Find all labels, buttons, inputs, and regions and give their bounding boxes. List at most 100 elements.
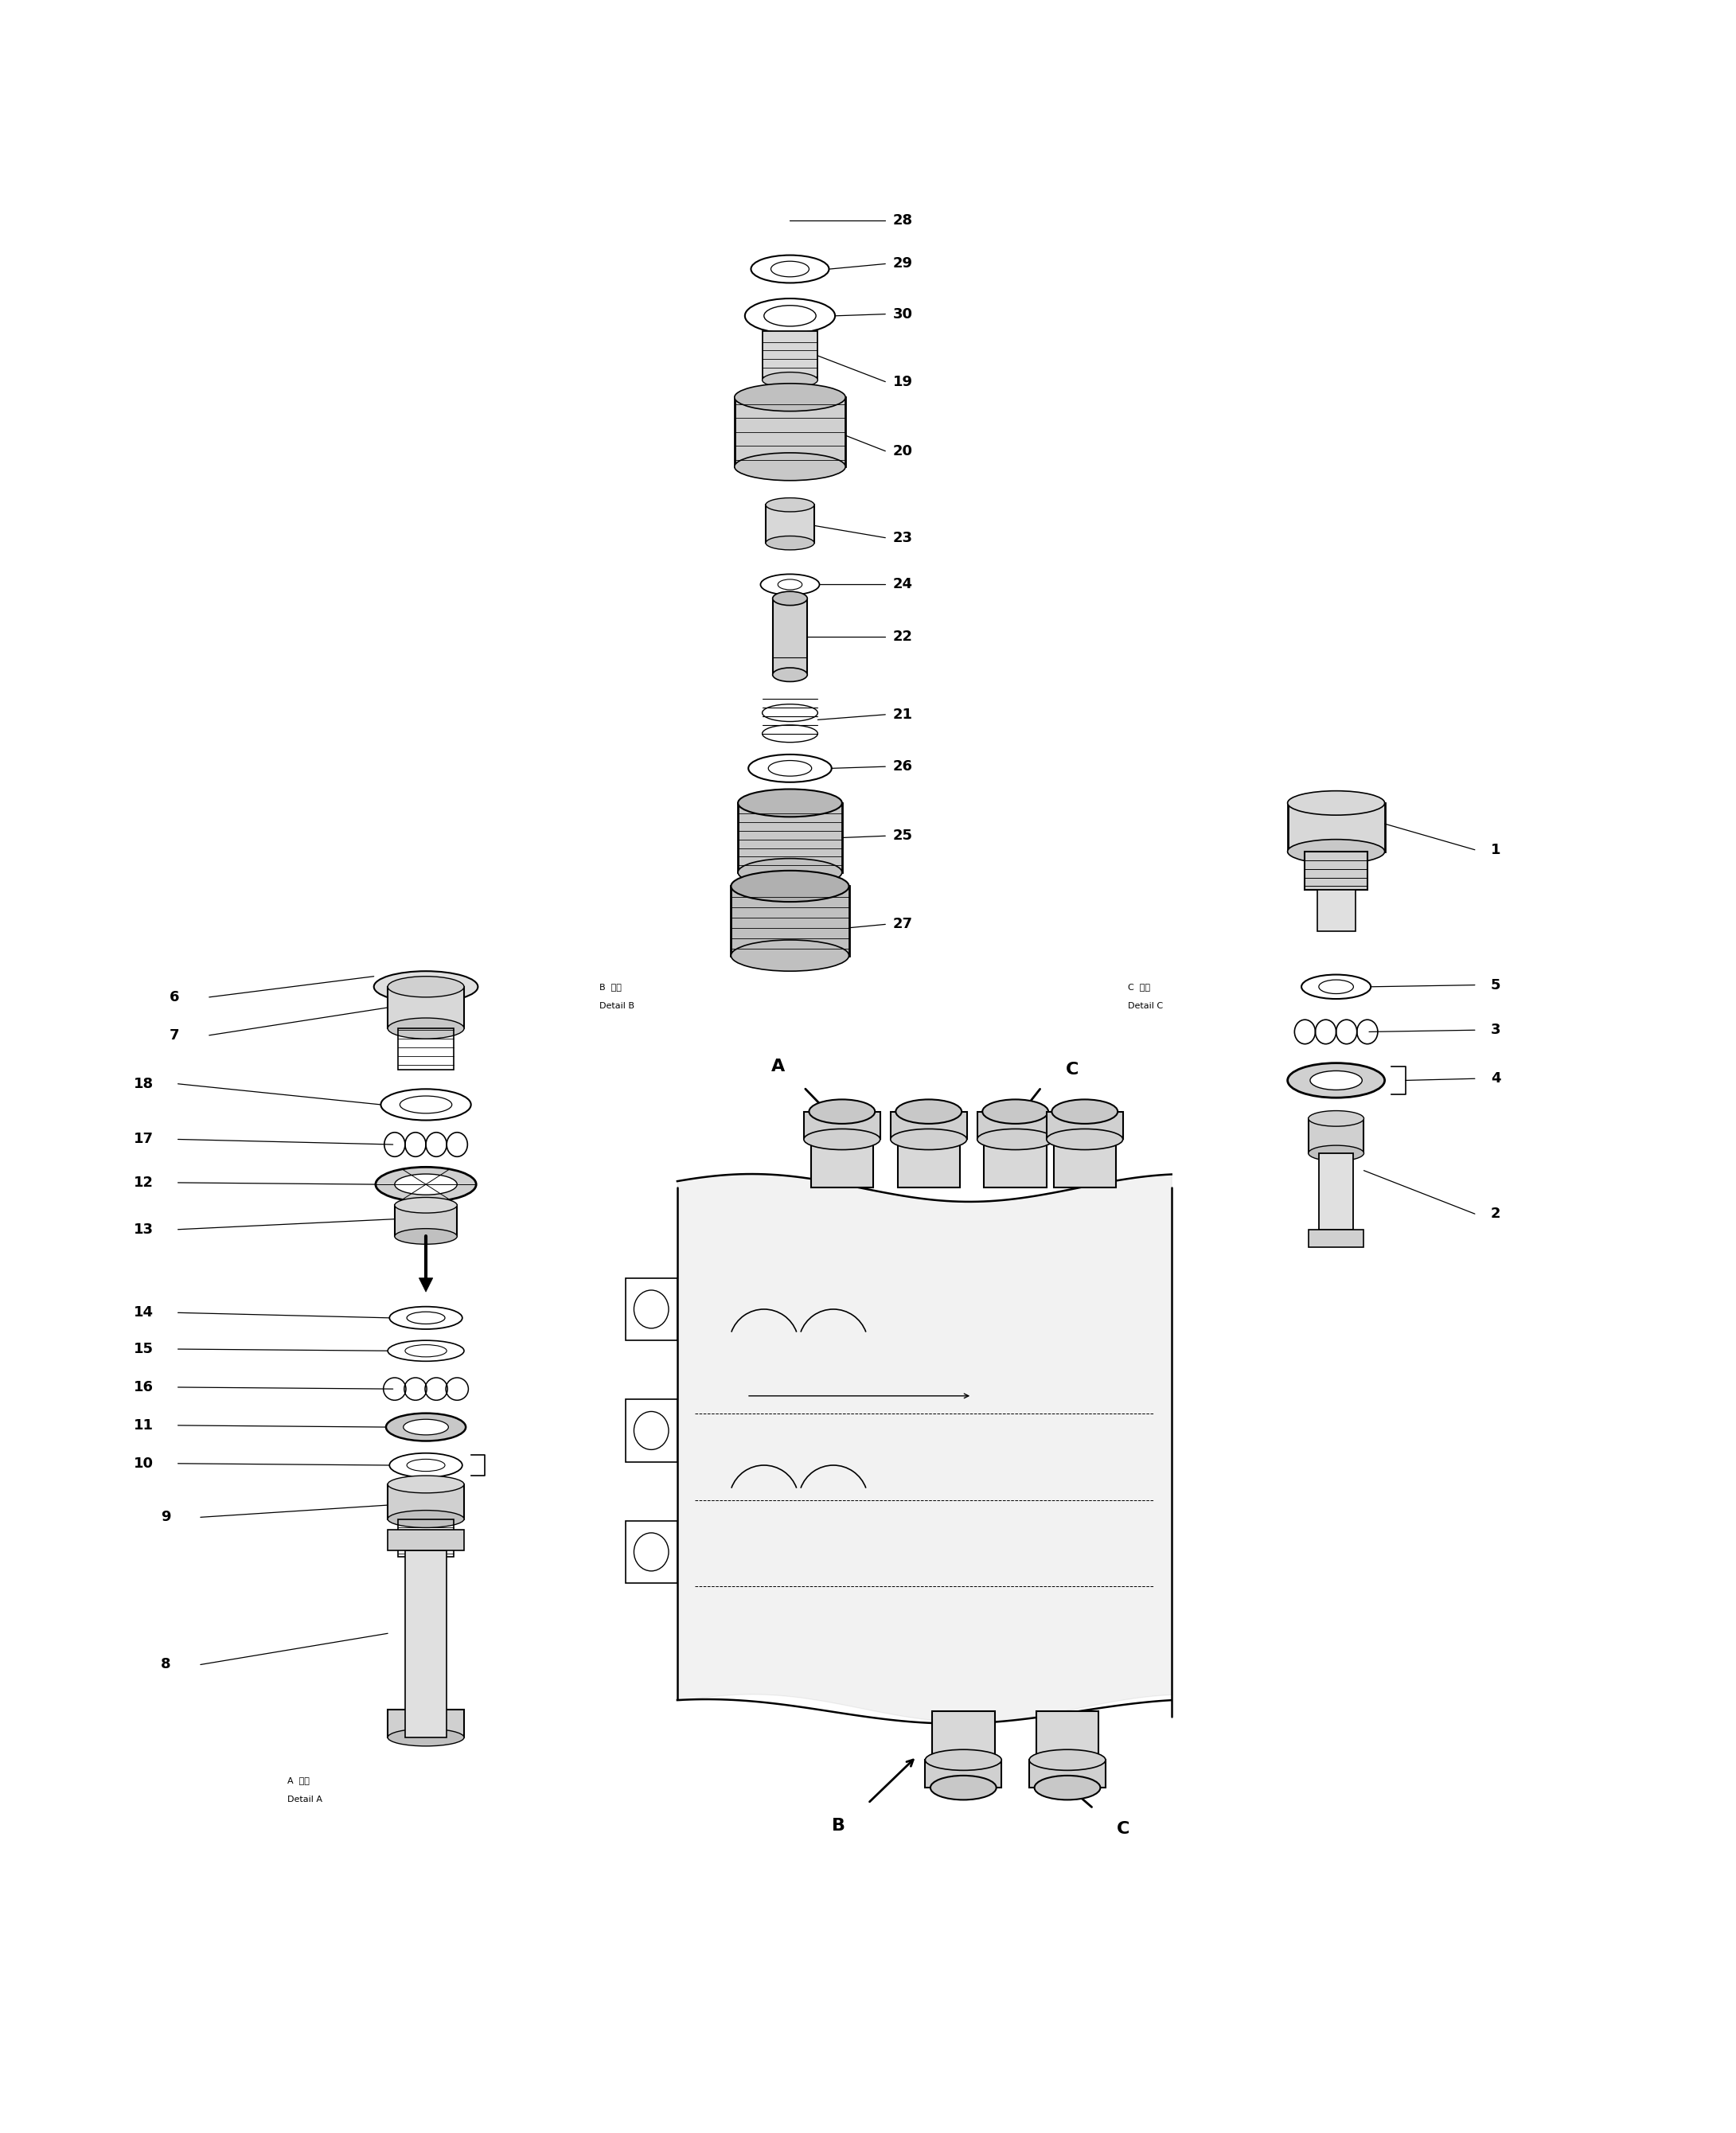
Bar — [766, 506, 814, 544]
Text: 2: 2 — [1491, 1207, 1500, 1220]
Ellipse shape — [766, 535, 814, 550]
Text: 12: 12 — [134, 1175, 153, 1190]
Text: 16: 16 — [134, 1380, 153, 1395]
Text: 30: 30 — [892, 307, 913, 322]
Ellipse shape — [977, 1128, 1054, 1150]
Bar — [387, 1485, 464, 1519]
Text: A  詳細: A 詳細 — [286, 1777, 309, 1785]
Ellipse shape — [387, 977, 464, 996]
Text: 7: 7 — [170, 1028, 179, 1043]
Ellipse shape — [734, 384, 845, 412]
Text: 28: 28 — [892, 213, 913, 228]
Text: 1: 1 — [1491, 843, 1500, 857]
Bar — [1047, 1111, 1123, 1139]
Text: C: C — [1066, 1062, 1080, 1077]
Text: 26: 26 — [892, 759, 913, 774]
Text: 4: 4 — [1491, 1071, 1500, 1086]
Ellipse shape — [734, 452, 845, 480]
Bar — [738, 802, 842, 872]
Text: Detail B: Detail B — [599, 1003, 634, 1009]
Ellipse shape — [809, 1098, 875, 1124]
Text: 11: 11 — [134, 1418, 153, 1433]
Ellipse shape — [387, 1476, 464, 1493]
Ellipse shape — [1288, 1062, 1385, 1098]
Bar — [387, 988, 464, 1028]
Ellipse shape — [1029, 1749, 1106, 1770]
Text: 27: 27 — [892, 917, 913, 932]
Text: A: A — [771, 1058, 785, 1075]
Bar — [811, 1139, 873, 1188]
Ellipse shape — [738, 857, 842, 885]
Ellipse shape — [394, 1197, 457, 1214]
Bar — [891, 1111, 967, 1139]
Ellipse shape — [387, 1728, 464, 1747]
Bar — [1319, 1154, 1354, 1229]
Text: 6: 6 — [170, 990, 179, 1005]
Bar — [398, 1028, 453, 1071]
Bar — [984, 1139, 1047, 1188]
Bar — [1309, 1229, 1364, 1248]
Ellipse shape — [1288, 840, 1385, 864]
Ellipse shape — [773, 668, 807, 683]
Text: 17: 17 — [134, 1133, 153, 1145]
Text: C  詳細: C 詳細 — [1128, 983, 1151, 990]
Ellipse shape — [804, 1128, 880, 1150]
Text: 8: 8 — [161, 1657, 170, 1672]
Text: 5: 5 — [1491, 977, 1500, 992]
Ellipse shape — [983, 1098, 1049, 1124]
Text: 9: 9 — [161, 1510, 170, 1525]
Ellipse shape — [1288, 791, 1385, 815]
Ellipse shape — [766, 497, 814, 512]
Bar — [1288, 802, 1385, 851]
Ellipse shape — [773, 591, 807, 606]
Bar — [404, 1551, 446, 1738]
Ellipse shape — [925, 1749, 1002, 1770]
Text: 22: 22 — [892, 629, 913, 644]
Text: 29: 29 — [892, 256, 913, 271]
Ellipse shape — [387, 1017, 464, 1039]
Text: 23: 23 — [892, 531, 913, 544]
Text: 10: 10 — [134, 1457, 153, 1470]
Bar — [762, 331, 818, 380]
Ellipse shape — [738, 789, 842, 817]
Bar — [394, 1205, 457, 1237]
Bar — [398, 1519, 453, 1557]
Bar — [625, 1521, 677, 1583]
Ellipse shape — [930, 1775, 996, 1800]
Bar — [932, 1711, 995, 1760]
Text: B  詳細: B 詳細 — [599, 983, 621, 990]
Bar — [977, 1111, 1054, 1139]
Ellipse shape — [896, 1098, 962, 1124]
Bar — [731, 885, 849, 956]
Bar — [773, 599, 807, 674]
Bar — [625, 1399, 677, 1461]
Bar — [734, 397, 845, 467]
Text: 21: 21 — [892, 708, 913, 721]
Text: C: C — [1116, 1822, 1130, 1837]
Text: 24: 24 — [892, 578, 913, 591]
Text: 18: 18 — [134, 1077, 153, 1090]
Ellipse shape — [1311, 1071, 1363, 1090]
Ellipse shape — [394, 1173, 457, 1194]
Text: 19: 19 — [892, 375, 913, 388]
Text: 13: 13 — [134, 1222, 153, 1237]
Bar — [1305, 851, 1368, 889]
Ellipse shape — [394, 1229, 457, 1244]
Ellipse shape — [1052, 1098, 1118, 1124]
Ellipse shape — [1047, 1128, 1123, 1150]
Text: Detail A: Detail A — [286, 1796, 323, 1805]
Ellipse shape — [1035, 1775, 1101, 1800]
Polygon shape — [418, 1278, 432, 1293]
Ellipse shape — [373, 971, 477, 1003]
Bar — [898, 1139, 960, 1188]
Bar — [387, 1711, 464, 1738]
Ellipse shape — [403, 1418, 448, 1436]
Text: 14: 14 — [134, 1305, 153, 1320]
Bar — [804, 1111, 880, 1139]
Ellipse shape — [762, 371, 818, 388]
Text: 15: 15 — [134, 1342, 153, 1357]
Text: Detail C: Detail C — [1128, 1003, 1163, 1009]
Bar — [1054, 1139, 1116, 1188]
Bar — [1029, 1760, 1106, 1787]
Ellipse shape — [731, 941, 849, 971]
